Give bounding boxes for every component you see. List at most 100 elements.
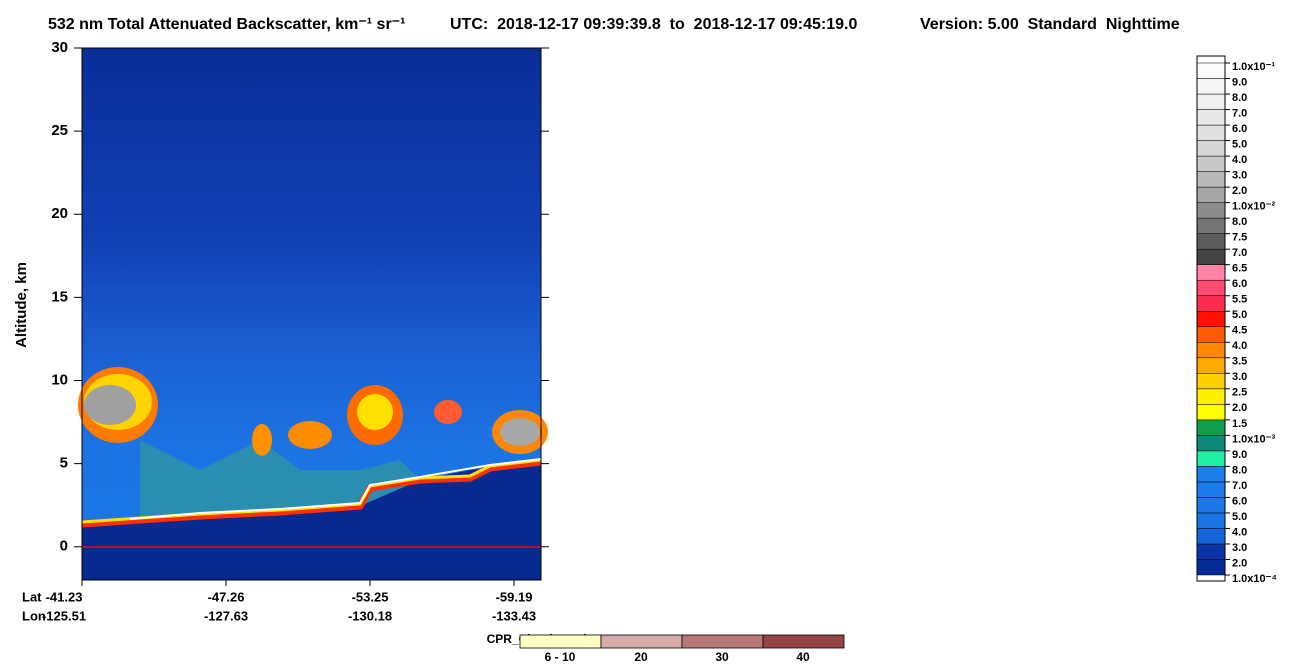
x-tick-label: -41.23 (46, 589, 83, 604)
cloud (357, 394, 393, 430)
x-tick-label: -130.18 (348, 608, 392, 623)
y-tick-label: 0 (60, 538, 68, 555)
colorbar-label: 2.0 (1232, 185, 1247, 197)
colorbar-label: 6.0 (1232, 495, 1247, 507)
colorbar-label: 4.5 (1232, 325, 1247, 337)
y-axis-label: Altitude, km (13, 262, 30, 348)
colorbar-label: 5.0 (1232, 309, 1247, 321)
colorbar-label: 8.0 (1232, 464, 1247, 476)
colorbar-cell (1196, 373, 1226, 390)
x-row-label: Lon (22, 608, 46, 623)
x-tick-label: -53.25 (352, 589, 389, 604)
colorbar-cell (1196, 279, 1226, 296)
chart-title: 532 nm Total Attenuated Backscatter, km⁻… (48, 16, 405, 33)
below-surface (82, 462, 541, 580)
colorbar-cell (1196, 357, 1226, 374)
colorbar-label: 8.0 (1232, 216, 1247, 228)
colorbar-cell (1196, 466, 1226, 483)
colorbar-cell (1196, 62, 1226, 79)
cloud (84, 385, 136, 425)
colorbar-label: 3.0 (1232, 542, 1247, 554)
legend-swatch (762, 634, 845, 649)
colorbar-cell (1196, 543, 1226, 560)
colorbar-cell (1196, 497, 1226, 514)
legend-label: 30 (715, 650, 729, 664)
colorbar-cell (1196, 171, 1226, 188)
colorbar-label: 5.0 (1232, 138, 1247, 150)
colorbar-cell (1196, 202, 1226, 219)
colorbar-label: 6.5 (1232, 263, 1247, 275)
x-tick-label: -127.63 (204, 608, 248, 623)
colorbar-cell (1196, 140, 1226, 157)
colorbar-label: 7.0 (1232, 107, 1247, 119)
colorbar-label: 2.0 (1232, 402, 1247, 414)
legend-swatch (519, 634, 602, 649)
colorbar-frame (1196, 55, 1226, 582)
colorbar-cell (1196, 78, 1226, 95)
colorbar-cell (1196, 326, 1226, 343)
colorbar-cell (1196, 264, 1226, 281)
colorbar-cell (1196, 186, 1226, 203)
version: Version: 5.00 Standard Nighttime (920, 16, 1180, 33)
colorbar-label: 1.0x10⁻³ (1232, 433, 1275, 445)
colorbar-cell (1196, 93, 1226, 110)
y-tick-label: 10 (51, 371, 68, 388)
legend-swatch (681, 634, 764, 649)
colorbar-label: 3.0 (1232, 170, 1247, 182)
x-row-label: Lat (22, 589, 42, 604)
y-tick-label: 30 (51, 39, 68, 56)
colorbar-label: 3.0 (1232, 371, 1247, 383)
colorbar-label: 5.0 (1232, 511, 1247, 523)
x-tick-label: -47.26 (208, 589, 245, 604)
colorbar-cell (1196, 155, 1226, 172)
colorbar-cell (1196, 512, 1226, 529)
colorbar-label: 2.5 (1232, 387, 1247, 399)
legend-swatch (600, 634, 683, 649)
colorbar-cell (1196, 481, 1226, 498)
colorbar-label: 6.0 (1232, 278, 1247, 290)
colorbar-cell (1196, 248, 1226, 265)
x-tick-label: -125.51 (42, 608, 86, 623)
colorbar-label: 4.0 (1232, 154, 1247, 166)
aerosol-layer (140, 440, 420, 520)
colorbar-cell (1196, 450, 1226, 467)
cloud (288, 421, 332, 449)
colorbar-label: 7.0 (1232, 480, 1247, 492)
x-tick-label: -59.19 (496, 589, 533, 604)
colorbar-label: 5.5 (1232, 294, 1247, 306)
cloud (252, 424, 272, 456)
legend-label: 40 (796, 650, 810, 664)
y-tick-label: 5 (60, 455, 68, 472)
colorbar-label: 1.0x10⁻² (1232, 201, 1275, 213)
colorbar-cell (1196, 295, 1226, 312)
colorbar-label: 1.5 (1232, 418, 1247, 430)
cloud (434, 400, 462, 424)
colorbar-label: 1.0x10⁻⁴ (1232, 573, 1277, 585)
colorbar-label: 9.0 (1232, 76, 1247, 88)
legend-label: 20 (634, 650, 648, 664)
colorbar-label: 1.0x10⁻¹ (1232, 61, 1275, 73)
colorbar-cell (1196, 404, 1226, 421)
y-tick-label: 20 (51, 205, 68, 222)
time-range: UTC: 2018-12-17 09:39:39.8 to 2018-12-17… (450, 16, 857, 33)
colorbar-cell (1196, 233, 1226, 250)
colorbar-label: 7.5 (1232, 232, 1247, 244)
colorbar-cell (1196, 310, 1226, 328)
colorbar-label: 6.0 (1232, 123, 1247, 135)
backscatter-image (78, 48, 548, 580)
y-tick-label: 25 (51, 122, 68, 139)
colorbar-label: 3.5 (1232, 356, 1247, 368)
x-tick-label: -133.43 (492, 608, 536, 623)
colorbar-label: 2.0 (1232, 557, 1247, 569)
colorbar-cell (1196, 419, 1226, 436)
colorbar-cell (1196, 342, 1226, 359)
y-tick-label: 15 (51, 288, 68, 305)
colorbar-cell (1196, 124, 1226, 141)
colorbar-cell (1196, 528, 1226, 545)
colorbar-cell (1196, 559, 1226, 576)
colorbar-label: 8.0 (1232, 92, 1247, 104)
colorbar-label: 7.0 (1232, 247, 1247, 259)
colorbar-label: 4.0 (1232, 340, 1247, 352)
legend-label: 6 - 10 (545, 650, 576, 664)
